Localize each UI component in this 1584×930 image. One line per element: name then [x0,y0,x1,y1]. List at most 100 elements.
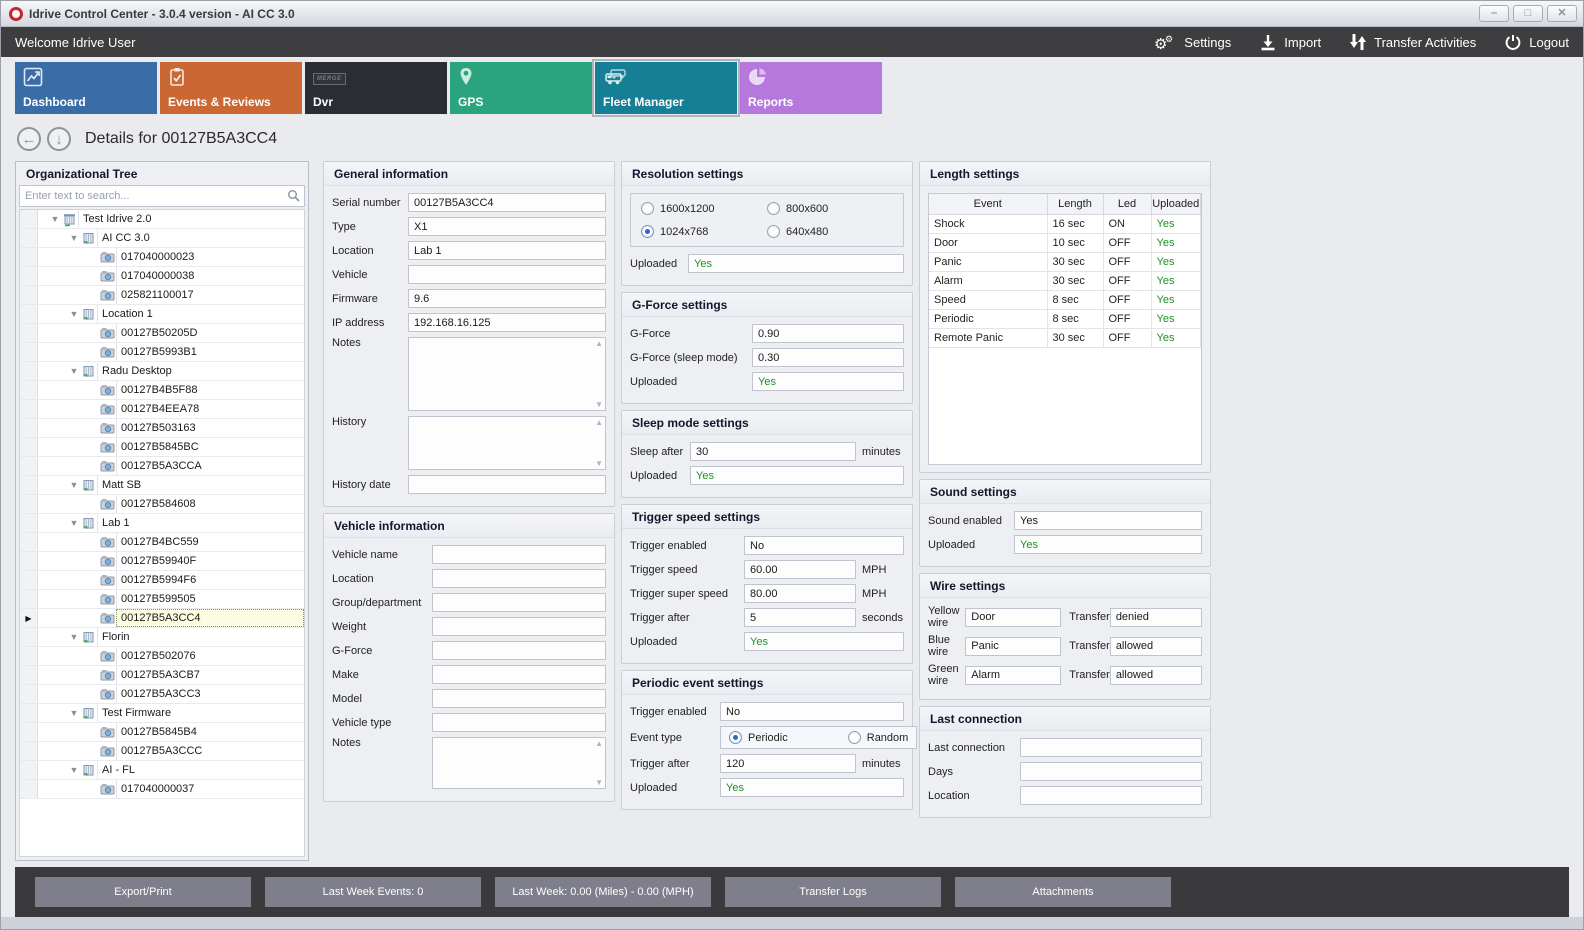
tree-node-lab-1[interactable]: ▼ Lab 1 [20,514,304,533]
scroll-up-icon[interactable]: ▲ [595,339,603,348]
table-row-speed[interactable]: Speed 8 sec OFF Yes [929,290,1201,310]
export-print-button[interactable]: Export/Print [35,877,251,907]
table-row-shock[interactable]: Shock 16 sec ON Yes [929,214,1201,234]
back-button[interactable]: ← [17,127,41,151]
serial-number-input[interactable] [408,193,606,212]
trigger-enabled-input[interactable] [744,536,904,555]
tree-node-017040000023[interactable]: 017040000023 [20,248,304,267]
tree-node-00127b503163[interactable]: 00127B503163 [20,419,304,438]
tree-node-matt-sb[interactable]: ▼ Matt SB [20,476,304,495]
green-wire-transfer-input[interactable] [1109,665,1202,685]
trigger-super-speed-input[interactable] [744,584,856,603]
group-department-input[interactable] [432,593,606,612]
tab-dvr[interactable]: MERGE Dvr [305,62,447,114]
make-input[interactable] [432,665,606,684]
minimize-button[interactable]: – [1479,5,1509,22]
blue-wire-input[interactable] [965,636,1062,656]
table-row-alarm[interactable]: Alarm 30 sec OFF Yes [929,271,1201,291]
800x600-radio[interactable]: 800x600 [767,202,893,215]
tree-node-00127b4b5f88[interactable]: 00127B4B5F88 [20,381,304,400]
scroll-down-icon[interactable]: ▼ [595,400,603,409]
model-input[interactable] [432,689,606,708]
green-wire-input[interactable] [965,665,1062,685]
tree-node-00127b50205d[interactable]: 00127B50205D [20,324,304,343]
search-input[interactable] [19,185,305,207]
trigger-speed-input[interactable] [744,560,856,579]
tree-node-ai-cc-3-0[interactable]: ▼ AI CC 3.0 [20,229,304,248]
yellow-wire-transfer-input[interactable] [1109,607,1202,627]
tree-node-00127b5845b4[interactable]: 00127B5845B4 [20,723,304,742]
transfer-logs-button[interactable]: Transfer Logs [725,877,941,907]
vehicle-input[interactable] [408,265,606,284]
logout-button[interactable]: Logout [1504,32,1569,52]
tree-node-00127b5a3cca[interactable]: 00127B5A3CCA [20,457,304,476]
column-header-event[interactable]: Event [929,194,1048,215]
expander-icon[interactable]: ▼ [69,233,79,243]
expander-icon[interactable]: ▼ [69,632,79,642]
trigger-enabled-input[interactable] [720,702,904,721]
attachments-button[interactable]: Attachments [955,877,1171,907]
tree-node-00127b5a3cc3[interactable]: 00127B5A3CC3 [20,685,304,704]
g-force-input[interactable] [752,324,904,343]
tree-node-florin[interactable]: ▼ Florin [20,628,304,647]
expander-icon[interactable]: ▼ [69,366,79,376]
trigger-after-input[interactable] [744,608,856,627]
tree-node-test-idrive-2-0[interactable]: ▼ Test Idrive 2.0 [20,210,304,229]
tree-node-017040000038[interactable]: 017040000038 [20,267,304,286]
history-date-input[interactable] [408,475,606,494]
g-force-input[interactable] [432,641,606,660]
tree-node-ai-fl[interactable]: ▼ AI - FL [20,761,304,780]
last-week-events-0-button[interactable]: Last Week Events: 0 [265,877,481,907]
tree-node-00127b584608[interactable]: 00127B584608 [20,495,304,514]
expander-icon[interactable]: ▼ [69,518,79,528]
expander-icon[interactable]: ▼ [69,765,79,775]
expander-icon[interactable]: ▼ [69,480,79,490]
tab-dashboard[interactable]: Dashboard [15,62,157,114]
expander-icon[interactable]: ▼ [69,708,79,718]
tree-node-00127b5a3cb7[interactable]: 00127B5A3CB7 [20,666,304,685]
blue-wire-transfer-input[interactable] [1109,636,1202,656]
location-input[interactable] [1020,786,1202,805]
g-force-sleep-mode-input[interactable] [752,348,904,367]
table-row-door[interactable]: Door 10 sec OFF Yes [929,233,1201,253]
tree-node-00127b5994f6[interactable]: 00127B5994F6 [20,571,304,590]
tree-node-location-1[interactable]: ▼ Location 1 [20,305,304,324]
tab-fleet-manager[interactable]: Fleet Manager [592,59,740,117]
weight-input[interactable] [432,617,606,636]
ip-address-input[interactable] [408,313,606,332]
tree-node-00127b4bc559[interactable]: 00127B4BC559 [20,533,304,552]
column-header-length[interactable]: Length [1046,194,1104,215]
import-button[interactable]: Import [1259,32,1321,52]
tab-events-reviews[interactable]: Events & Reviews [160,62,302,114]
trigger-after-input[interactable] [720,754,856,773]
expander-icon[interactable]: ▼ [50,214,60,224]
periodic-radio[interactable]: Periodic [729,731,788,744]
column-header-led[interactable]: Led [1102,194,1152,215]
last-connection-input[interactable] [1020,738,1202,757]
scroll-up-icon[interactable]: ▲ [595,739,603,748]
scroll-down-icon[interactable]: ▼ [595,778,603,787]
tree-node-test-firmware[interactable]: ▼ Test Firmware [20,704,304,723]
notes-textarea[interactable]: ▲ ▼ [408,337,606,411]
scroll-up-icon[interactable]: ▲ [595,418,603,427]
location-input[interactable] [432,569,606,588]
table-row-remote-panic[interactable]: Remote Panic 30 sec OFF Yes [929,328,1201,348]
tree-node-00127b4eea78[interactable]: 00127B4EEA78 [20,400,304,419]
vehicle-name-input[interactable] [432,545,606,564]
location-input[interactable] [408,241,606,260]
tree-node-00127b5a3ccc[interactable]: 00127B5A3CCC [20,742,304,761]
type-input[interactable] [408,217,606,236]
scroll-down-button[interactable]: ↓ [47,127,71,151]
column-header-uploaded[interactable]: Uploaded [1150,194,1201,215]
vehicle-type-input[interactable] [432,713,606,732]
sound-enabled-input[interactable] [1014,511,1202,530]
sleep-after-input[interactable] [690,442,856,461]
random-radio[interactable]: Random [847,731,908,744]
tree-node-radu-desktop[interactable]: ▼ Radu Desktop [20,362,304,381]
settings-button[interactable]: ⚙ ⚙ Settings [1153,32,1231,52]
tree-node-00127b5a3cc4[interactable]: ▶ 00127B5A3CC4 [20,609,304,628]
640x480-radio[interactable]: 640x480 [767,225,893,238]
tab-reports[interactable]: Reports [740,62,882,114]
tab-gps[interactable]: GPS [450,62,592,114]
table-row-periodic[interactable]: Periodic 8 sec OFF Yes [929,309,1201,329]
